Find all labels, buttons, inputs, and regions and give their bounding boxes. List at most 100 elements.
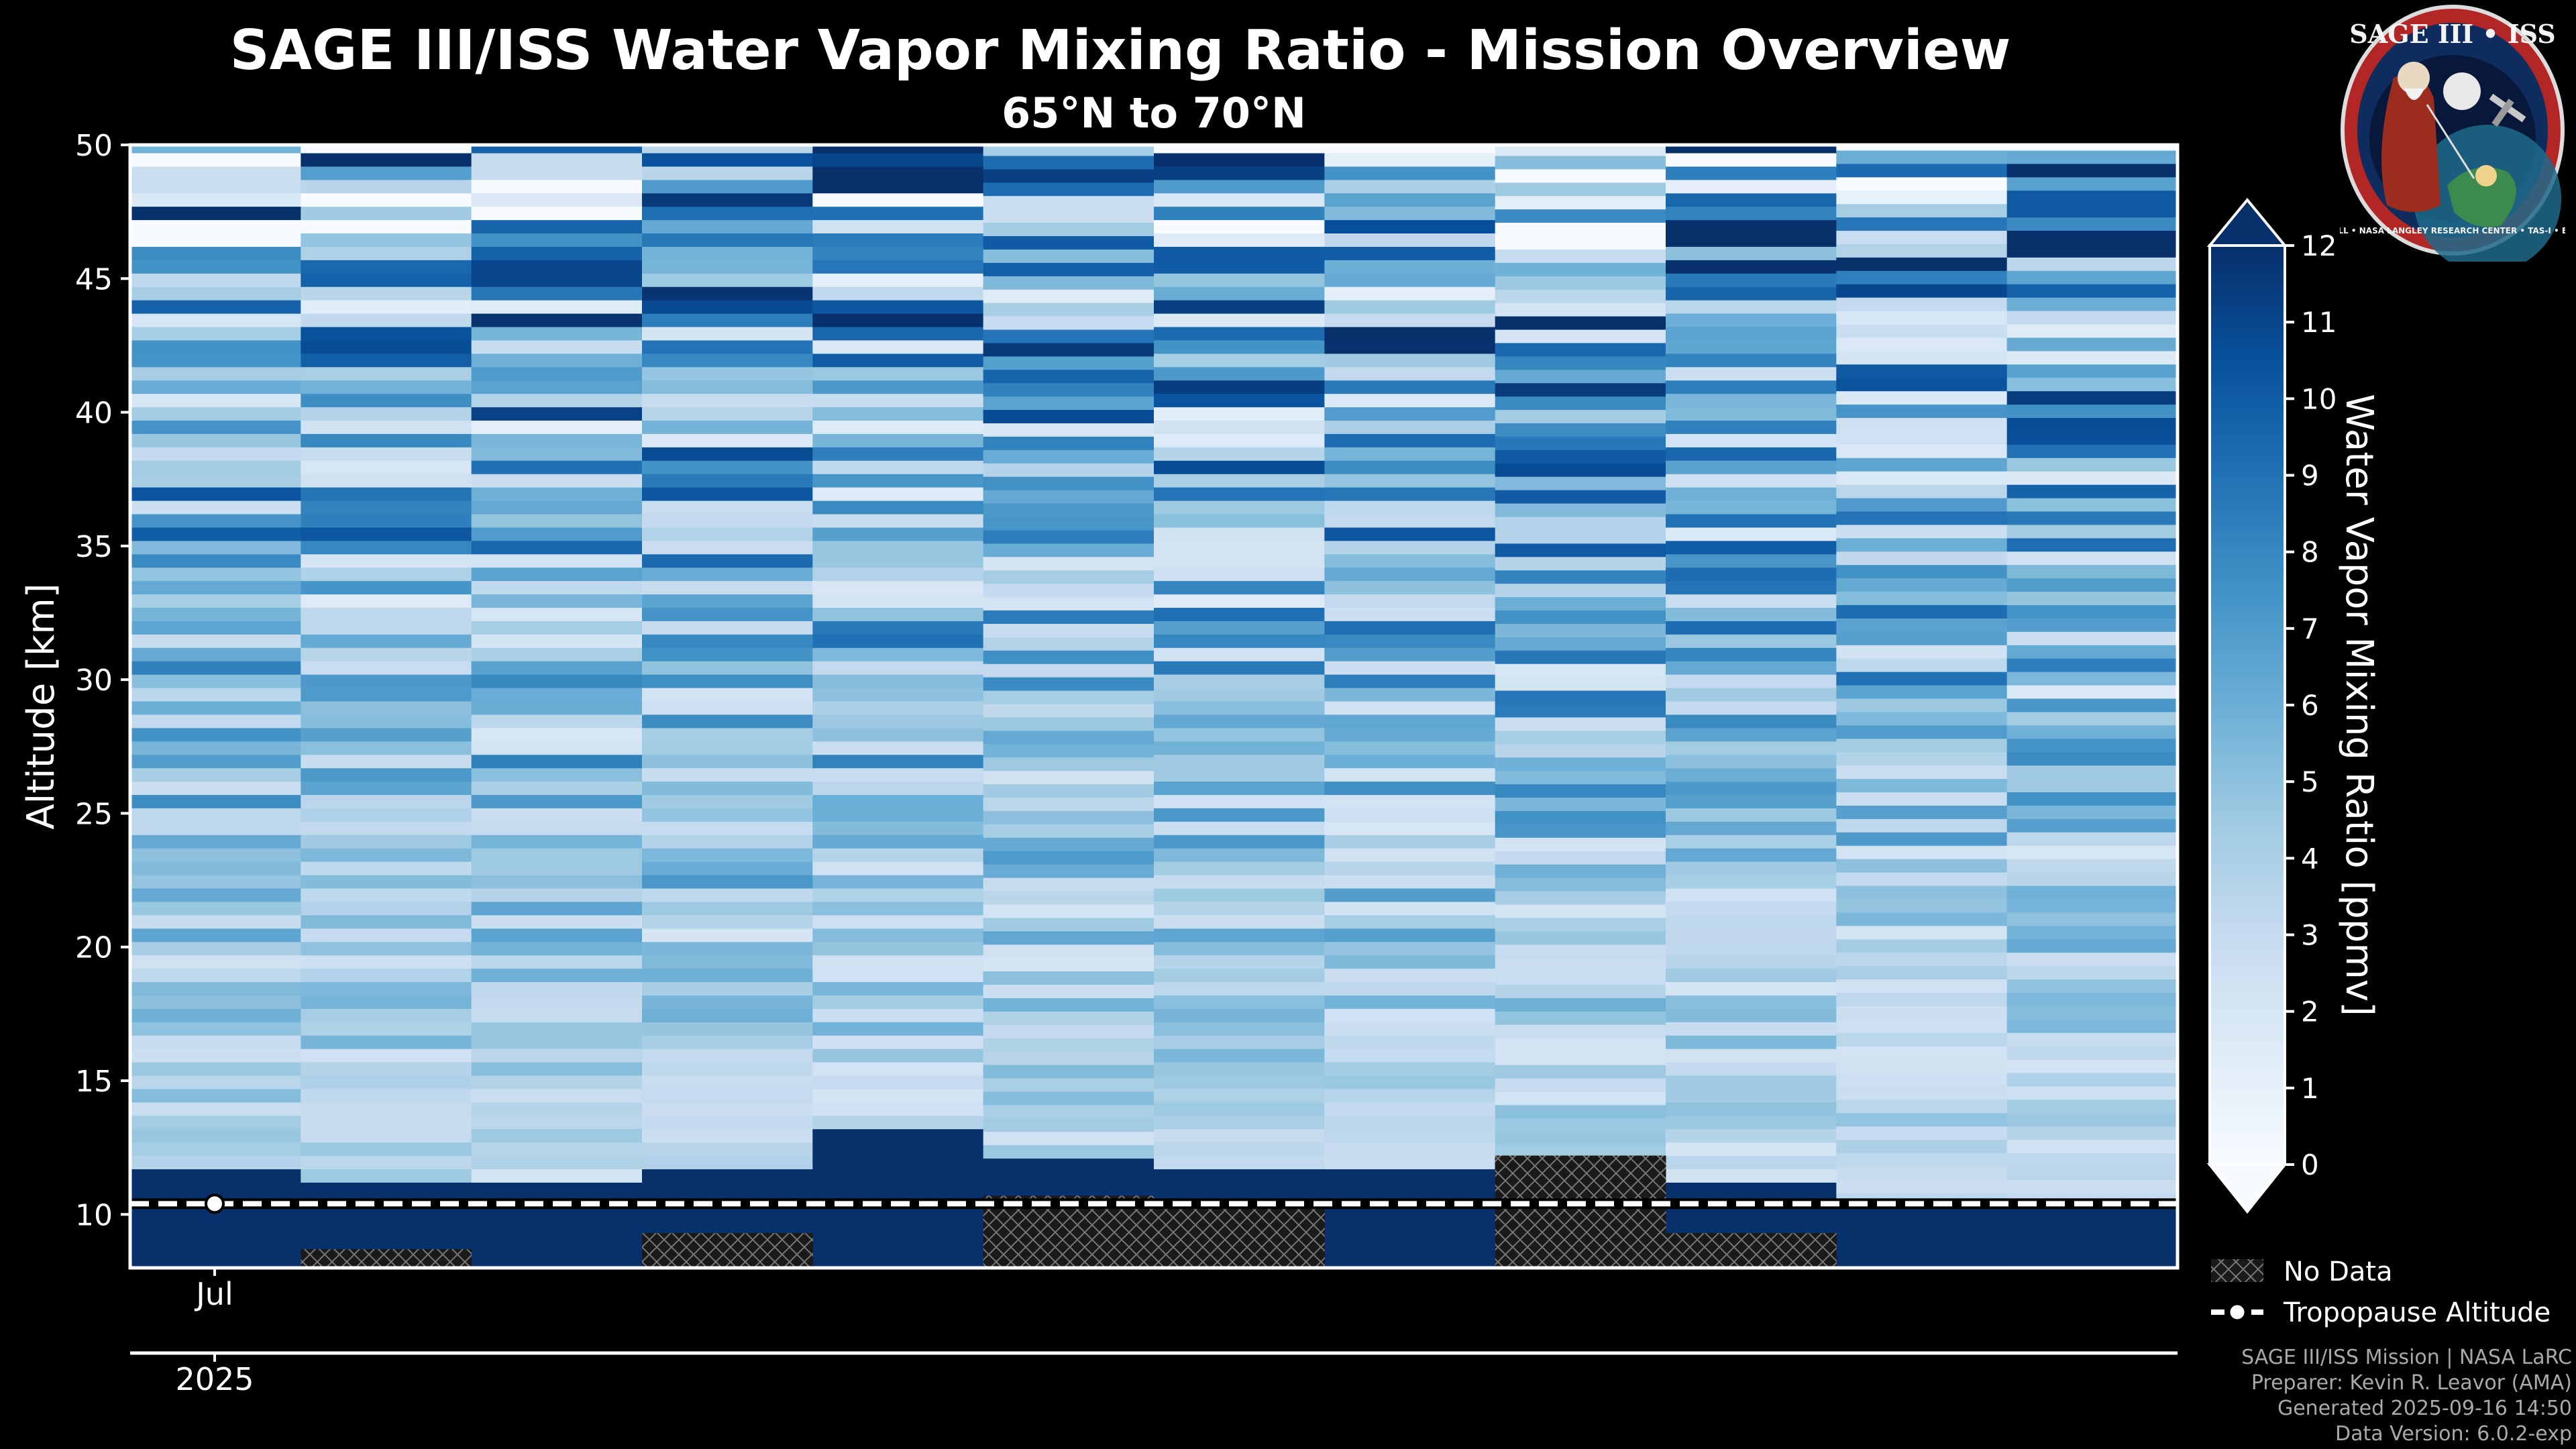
heatmap-cell: [1154, 1008, 1325, 1022]
heatmap-cell: [130, 928, 301, 943]
heatmap-cell: [1324, 661, 1496, 675]
heatmap-cell: [2006, 350, 2178, 365]
heatmap-cell: [812, 580, 984, 595]
heatmap-cell: [301, 941, 472, 956]
heatmap-cell: [301, 353, 472, 368]
heatmap-cell: [1154, 553, 1325, 568]
heatmap-cell: [1666, 821, 1837, 835]
heatmap-cell: [1324, 474, 1496, 488]
heatmap-cell: [2006, 1099, 2178, 1114]
heatmap-cell: [1836, 885, 2008, 900]
colorbar-label: Water Vapor Mixing Ratio [ppmv]: [2337, 394, 2381, 1016]
heatmap-cell: [130, 260, 301, 274]
heatmap-cell: [983, 1078, 1155, 1092]
heatmap-cell: [301, 1102, 472, 1116]
heatmap-cell: [130, 621, 301, 635]
heatmap-cell: [983, 930, 1155, 945]
heatmap-cell: [642, 233, 813, 247]
heatmap-cell: [1324, 433, 1496, 447]
heatmap-cell: [1495, 784, 1666, 798]
heatmap-cell: [1324, 179, 1496, 194]
heatmap-cell: [1324, 260, 1496, 274]
heatmap-cell: [1154, 327, 1325, 341]
heatmap-cell: [1666, 567, 1837, 582]
heatmap-cell: [812, 433, 984, 447]
heatmap-cell: [1495, 917, 1666, 932]
heatmap-cell: [301, 634, 472, 648]
heatmap-cell: [1324, 460, 1496, 474]
heatmap-cell: [130, 714, 301, 729]
heatmap-cell: [1836, 818, 2008, 833]
heatmap-cell: [1154, 420, 1325, 434]
colorbar-tick-label: 3: [2301, 919, 2319, 952]
heatmap-cell: [642, 286, 813, 301]
heatmap-cell: [301, 835, 472, 849]
heatmap-cell: [1495, 342, 1666, 357]
heatmap-cell: [1154, 767, 1325, 782]
heatmap-cell: [642, 420, 813, 434]
heatmap-cell: [301, 433, 472, 447]
heatmap-cell: [812, 848, 984, 862]
heatmap-cell: [471, 353, 643, 368]
heatmap-cell: [983, 316, 1155, 330]
heatmap-cell: [1495, 276, 1666, 290]
heatmap-cell: [1324, 193, 1496, 207]
heatmap-cell: [983, 222, 1155, 237]
heatmap-cell: [130, 835, 301, 849]
heatmap-cell: [301, 193, 472, 207]
heatmap-cell: [1495, 583, 1666, 598]
heatmap-cell: [1666, 781, 1837, 796]
heatmap-cell: [1666, 206, 1837, 221]
heatmap-cell: [1154, 540, 1325, 555]
heatmap-cell: [1836, 431, 2008, 445]
no-data-region: [1495, 1155, 1666, 1268]
heatmap-cell: [1154, 433, 1325, 447]
heatmap-cell: [1495, 663, 1666, 678]
heatmap-cell: [301, 380, 472, 394]
heatmap-cell: [1154, 300, 1325, 314]
heatmap-cell: [1836, 952, 2008, 967]
heatmap-cell: [471, 407, 643, 421]
heatmap-cell: [1495, 168, 1666, 183]
heatmap-cell: [130, 1155, 301, 1170]
heatmap-cell: [812, 634, 984, 648]
heatmap-cell: [1154, 500, 1325, 515]
x-tick-label-jul: Jul: [194, 1276, 233, 1312]
heatmap-cell: [1666, 981, 1837, 996]
heatmap-cell: [471, 781, 643, 796]
heatmap-cell: [1836, 404, 2008, 419]
heatmap-cell: [2006, 1085, 2178, 1100]
heatmap-cell: [2006, 377, 2178, 392]
heatmap-cell: [983, 1024, 1155, 1038]
heatmap-cell: [1154, 741, 1325, 755]
heatmap-cell: [1495, 476, 1666, 490]
heatmap-cell: [1324, 553, 1496, 568]
heatmap-cell: [1666, 754, 1837, 769]
heatmap-cell: [1666, 727, 1837, 742]
heatmap-cell: [1324, 233, 1496, 247]
heatmap-cell: [471, 1075, 643, 1089]
heatmap-cell: [301, 327, 472, 341]
heatmap-cell: [2006, 965, 2178, 980]
heatmap-cell: [301, 794, 472, 808]
heatmap-cell: [812, 219, 984, 234]
heatmap-cell: [1154, 714, 1325, 729]
heatmap-cell: [1836, 524, 2008, 539]
heatmap-cell: [1836, 1073, 2008, 1087]
heatmap-cell: [1666, 540, 1837, 555]
heatmap-cell: [301, 607, 472, 621]
heatmap-cell: [812, 647, 984, 661]
heatmap-cell: [471, 634, 643, 648]
heatmap-cell: [130, 1022, 301, 1036]
heatmap-cell: [983, 596, 1155, 611]
sage-iii-iss-mission-patch: SAGE III • ISS BALL • NASA LANGLEY RESEA…: [2340, 5, 2565, 262]
heatmap-cell: [471, 567, 643, 582]
heatmap-cell: [2006, 431, 2178, 445]
heatmap-cell: [130, 888, 301, 902]
heatmap-cell: [1836, 938, 2008, 953]
heatmap-cell: [2006, 898, 2178, 913]
heatmap-cell: [130, 246, 301, 260]
heatmap-cell: [130, 661, 301, 675]
heatmap-cell: [642, 767, 813, 782]
